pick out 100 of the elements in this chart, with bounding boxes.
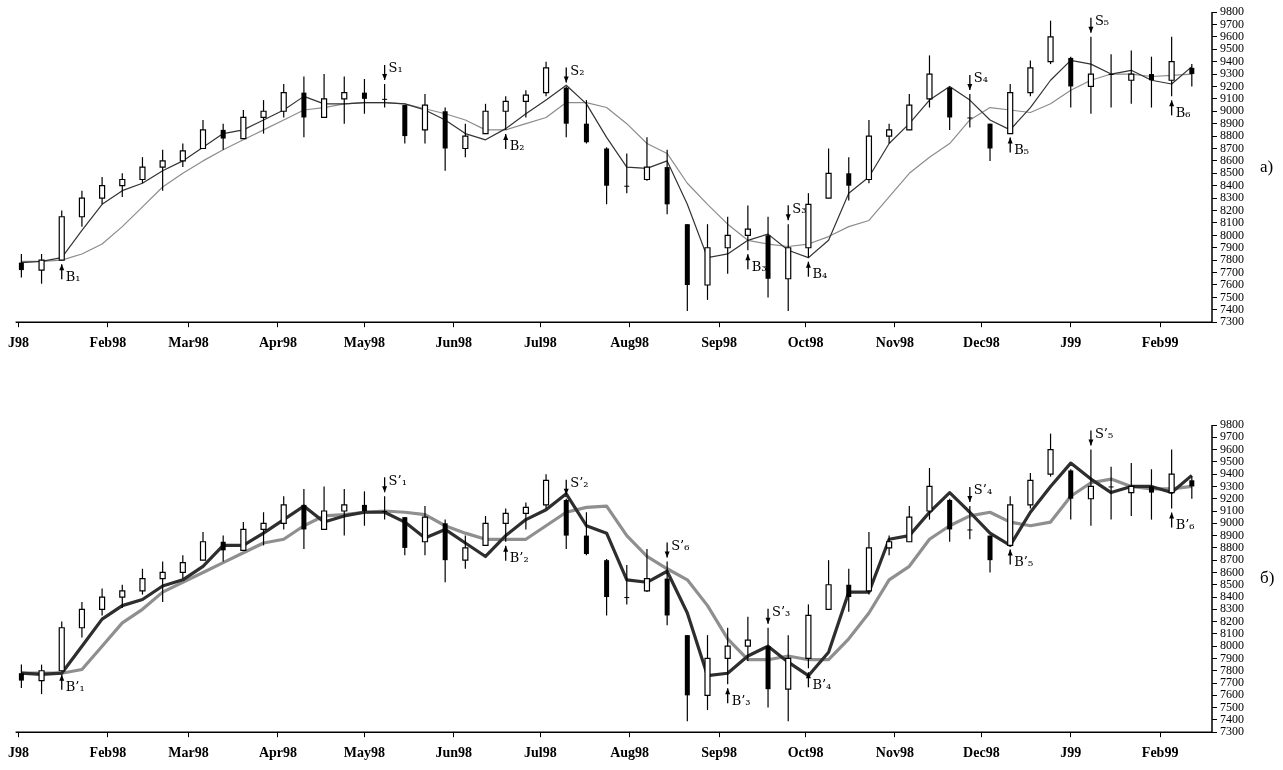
x-tick-label: Feb99 (1141, 335, 1179, 351)
x-tick-label: Feb99 (1141, 745, 1179, 761)
y-tick-label: 7800 (1220, 252, 1244, 267)
y-tick-label: 8300 (1220, 601, 1244, 616)
y-tick-label: 9300 (1220, 66, 1244, 81)
y-tick-label: 7700 (1220, 264, 1244, 279)
candlestick (583, 511, 589, 556)
x-tick-label: Apr98 (258, 745, 298, 761)
candlestick (846, 156, 852, 202)
candlestick (382, 83, 388, 109)
candlestick (967, 93, 973, 128)
annotation: B’₁ (65, 679, 85, 695)
annotation: S’₁ (388, 472, 407, 488)
y-tick-label: 9100 (1220, 503, 1244, 518)
y-tick-label: 7600 (1220, 687, 1244, 702)
y-tick-label: 9600 (1220, 28, 1244, 43)
candlestick (846, 568, 852, 613)
x-tick-label: Jul98 (523, 745, 557, 761)
candlestick (624, 564, 630, 606)
y-tick-label: 9100 (1220, 91, 1244, 106)
candlestick (18, 664, 24, 689)
y-tick-label: 9200 (1220, 490, 1244, 505)
x-tick-label: Jun98 (435, 745, 473, 761)
y-tick-label: 7900 (1220, 650, 1244, 665)
annotation: B₃ (751, 258, 767, 274)
candlestick (220, 534, 226, 562)
y-tick-label: 8500 (1220, 165, 1244, 180)
candlestick (361, 490, 367, 527)
x-tick-label: Feb98 (89, 335, 127, 351)
y-tick-label: 8600 (1220, 564, 1244, 579)
x-tick-label: Jul98 (523, 335, 557, 351)
annotation: B₅ (1014, 141, 1029, 157)
y-tick-label: 7500 (1220, 289, 1244, 304)
annotation: B’₅ (1014, 553, 1034, 569)
annotation: S’₂ (570, 475, 589, 491)
y-tick-label: 7700 (1220, 675, 1244, 690)
x-tick-label: Apr98 (258, 335, 298, 351)
candlestick (1189, 476, 1195, 500)
y-tick-label: 7800 (1220, 662, 1244, 677)
text: б) (1260, 568, 1275, 588)
text: a) (1260, 156, 1274, 176)
annotation: S₁ (388, 60, 403, 76)
y-tick-label: 8700 (1220, 552, 1244, 567)
y-tick-label: 9700 (1220, 16, 1244, 31)
y-tick-label: 7400 (1220, 301, 1244, 316)
y-tick-label: 8800 (1220, 540, 1244, 555)
x-tick-label: Oct98 (787, 745, 824, 761)
x-tick-label: Dec98 (963, 335, 1000, 351)
y-tick-label: 9300 (1220, 478, 1244, 493)
y-tick-label: 8300 (1220, 190, 1244, 205)
y-tick-label: 9400 (1220, 466, 1244, 481)
x-tick-label: Aug98 (610, 745, 650, 761)
candlestick (967, 505, 973, 540)
candlestick (361, 78, 367, 115)
annotation: S’₄ (973, 482, 993, 498)
annotation: S’₃ (772, 604, 791, 620)
candlestick (1108, 53, 1114, 109)
annotation: B₆ (1175, 104, 1191, 120)
y-tick-label: 8600 (1220, 153, 1244, 168)
annotation: S₄ (973, 70, 988, 86)
x-tick-label: Oct98 (787, 335, 824, 351)
candlestick (1108, 466, 1114, 521)
annotation: S₅ (1094, 13, 1110, 29)
y-tick-label: 7300 (1220, 724, 1244, 739)
annotation: S’₆ (671, 537, 690, 553)
y-tick-label: 8700 (1220, 140, 1244, 155)
y-tick-label: 7600 (1220, 277, 1244, 292)
x-tick-label: Nov98 (875, 335, 914, 351)
y-tick-label: 9500 (1220, 41, 1244, 56)
y-tick-label: 9400 (1220, 53, 1244, 68)
x-tick-label: J98 (8, 335, 29, 351)
y-tick-label: 9200 (1220, 78, 1244, 93)
x-tick-label: Mar98 (168, 335, 209, 351)
annotation: B₁ (65, 268, 81, 284)
x-tick-label: J99 (1060, 335, 1082, 351)
annotation: B₂ (509, 138, 525, 154)
annotation: B₄ (812, 266, 828, 282)
y-tick-label: 9800 (1220, 417, 1244, 432)
x-tick-label: May98 (343, 745, 386, 761)
y-tick-label: 9600 (1220, 441, 1244, 456)
x-tick-label: Dec98 (963, 745, 1000, 761)
annotation: B’₃ (731, 692, 751, 708)
annotation: B’₂ (509, 550, 529, 566)
y-tick-label: 8000 (1220, 227, 1244, 242)
y-tick-label: 9500 (1220, 454, 1244, 469)
y-tick-label: 9000 (1220, 103, 1244, 118)
y-tick-label: 8100 (1220, 626, 1244, 641)
annotation: B’₄ (812, 676, 832, 692)
x-tick-label: J99 (1060, 745, 1082, 761)
x-tick-label: Feb98 (89, 745, 127, 761)
y-tick-label: 8000 (1220, 638, 1244, 653)
candlestick (1189, 63, 1195, 88)
candlestick (220, 123, 226, 151)
y-tick-label: 8200 (1220, 613, 1244, 628)
x-tick-label: Sep98 (701, 745, 737, 761)
y-tick-label: 8400 (1220, 177, 1244, 192)
y-tick-label: 8200 (1220, 202, 1244, 217)
y-tick-label: 7300 (1220, 314, 1244, 329)
y-tick-label: 8100 (1220, 215, 1244, 230)
candlestick (583, 99, 589, 145)
